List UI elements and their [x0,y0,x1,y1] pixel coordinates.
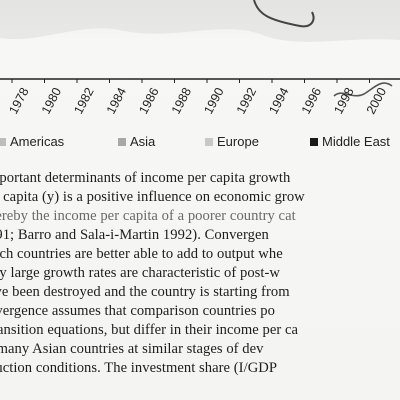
legend-label: Middle East [322,134,390,149]
x-tick-label: 1998 [331,85,356,116]
x-tick-label: 1992 [234,85,259,116]
x-tick-label: 1978 [6,85,31,116]
x-tick-label: 1986 [136,85,161,116]
legend-label: Americas [10,134,65,149]
chart-series-line [333,82,393,97]
chart-series-line [253,0,315,28]
x-tick-label: 2000 [364,85,389,116]
text-line: duction conditions. The investment share… [0,360,278,376]
legend-item-asia: Asia [118,133,155,151]
x-tick-label: 1980 [39,85,64,116]
text-line: transition equations, but differ in thei… [0,322,299,338]
legend-swatch-middle-east [310,138,318,146]
text-line: er capita (y) is a positive influence on… [0,189,305,205]
x-tick-label: 1996 [299,85,324,116]
legend-label: Asia [130,134,156,149]
x-tick-label: 1988 [169,85,194,116]
text-line: ave been destroyed and the country is st… [0,284,290,300]
x-tick-label: 1984 [104,85,129,116]
legend-label: Europe [217,134,259,149]
text-line: r many Asian countries at similar stages… [0,341,264,357]
legend-item-americas: Americas [0,133,64,151]
text-line: 991; Barro and Sala-i-Martin 1992). Conv… [0,227,269,243]
chart-background-shading [0,0,400,42]
text-line: hereby the income per capita of a poorer… [0,208,296,224]
x-tick-label: 1990 [201,85,226,116]
text-line: hich countries are better able to add to… [0,246,283,262]
text-line: nvergence assumes that comparison countr… [0,303,275,319]
text-line: mportant determinants of income per capi… [0,170,291,186]
legend-swatch-asia [118,138,126,146]
x-tick-label: 1994 [266,85,291,116]
body-paragraph: mportant determinants of income per capi… [0,169,400,378]
chart-fragment: 1978 1980 1982 1984 1986 1988 1990 1992 1994 1996… [0,0,400,116]
legend-item-europe: Europe [205,133,259,151]
legend-swatch-americas [0,138,6,146]
text-line: ery large growth rates are characteristi… [0,265,280,281]
x-tick-label: 1982 [71,85,96,116]
legend-swatch-europe [205,138,213,146]
legend-item-middle-east: Middle East [310,133,390,151]
x-axis-ticks: 1978 1980 1982 1984 1986 1988 1990 1992 1994 1996… [6,79,389,116]
